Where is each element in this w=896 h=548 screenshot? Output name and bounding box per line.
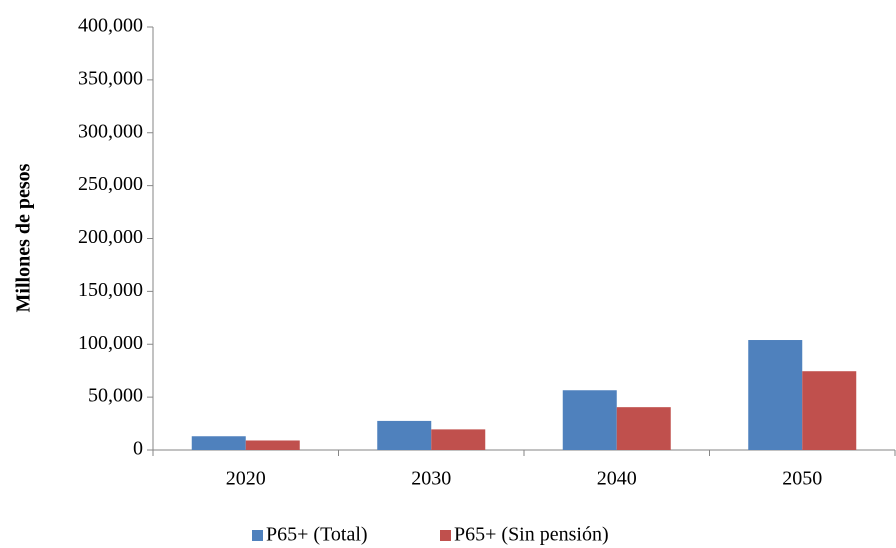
legend-label: P65+ (Sin pensión)	[454, 524, 609, 546]
bar	[431, 429, 486, 450]
bar	[748, 340, 803, 450]
x-tick-label: 2040	[597, 468, 637, 490]
y-tick-label: 250,000	[78, 173, 143, 195]
legend-swatch	[440, 530, 451, 541]
legend-swatch	[252, 530, 263, 541]
bar	[616, 407, 671, 450]
x-tick-label: 2050	[782, 468, 822, 490]
x-tick-label: 2020	[226, 468, 266, 490]
legend-label: P65+ (Total)	[266, 524, 368, 546]
y-tick-label: 350,000	[78, 67, 143, 89]
bar	[802, 371, 857, 450]
y-tick-label: 200,000	[78, 226, 143, 248]
bar	[245, 440, 300, 450]
bar	[191, 436, 246, 450]
bar	[377, 420, 432, 450]
y-tick-label: 50,000	[88, 385, 143, 407]
x-tick-label: 2030	[411, 468, 451, 490]
y-axis-label: Millones de pesos	[13, 163, 35, 312]
y-tick-label: 300,000	[78, 120, 143, 142]
bar	[562, 390, 617, 450]
y-tick-label: 0	[133, 438, 143, 460]
y-tick-label: 100,000	[78, 332, 143, 354]
y-tick-label: 400,000	[78, 15, 143, 37]
y-tick-label: 150,000	[78, 279, 143, 301]
